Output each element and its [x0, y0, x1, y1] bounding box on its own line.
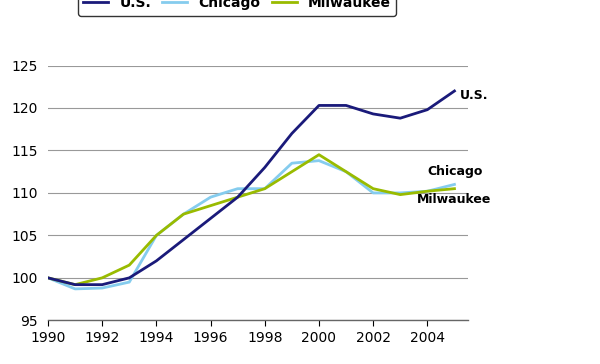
Chicago — [424, 189, 431, 193]
U.S. — [125, 276, 133, 280]
Chicago — [288, 161, 295, 165]
Chicago — [261, 186, 268, 191]
U.S. — [98, 282, 106, 287]
Chicago — [125, 280, 133, 284]
U.S. — [316, 103, 323, 108]
Chicago — [451, 182, 458, 187]
Milwaukee — [288, 170, 295, 174]
Milwaukee — [180, 212, 187, 216]
Chicago — [343, 170, 350, 174]
U.S. — [397, 116, 404, 120]
Milwaukee — [44, 276, 52, 280]
Milwaukee — [125, 263, 133, 267]
Chicago — [71, 287, 79, 291]
Milwaukee — [234, 195, 241, 199]
Milwaukee — [397, 193, 404, 197]
Milwaukee — [343, 170, 350, 174]
U.S. — [207, 216, 214, 221]
Milwaukee — [207, 203, 214, 208]
Milwaukee — [71, 282, 79, 287]
Text: Milwaukee: Milwaukee — [416, 193, 491, 206]
Text: Chicago: Chicago — [427, 165, 483, 178]
Chicago — [234, 186, 241, 191]
Milwaukee — [98, 276, 106, 280]
Chicago — [44, 276, 52, 280]
U.S. — [153, 259, 160, 263]
Chicago — [370, 191, 377, 195]
U.S. — [180, 237, 187, 242]
Milwaukee — [153, 233, 160, 238]
Milwaukee — [316, 153, 323, 157]
U.S. — [424, 107, 431, 112]
U.S. — [370, 112, 377, 116]
Chicago — [153, 233, 160, 238]
Chicago — [316, 158, 323, 163]
Milwaukee — [261, 186, 268, 191]
Legend: U.S., Chicago, Milwaukee: U.S., Chicago, Milwaukee — [78, 0, 396, 16]
Milwaukee — [370, 186, 377, 191]
U.S. — [343, 103, 350, 108]
Chicago — [397, 191, 404, 195]
Chicago — [207, 195, 214, 199]
Milwaukee — [424, 189, 431, 193]
U.S. — [234, 195, 241, 199]
U.S. — [451, 89, 458, 93]
Text: U.S.: U.S. — [460, 89, 488, 102]
Line: U.S.: U.S. — [48, 91, 454, 285]
Line: Chicago: Chicago — [48, 161, 454, 289]
U.S. — [288, 131, 295, 136]
Milwaukee — [451, 186, 458, 191]
U.S. — [261, 165, 268, 170]
Chicago — [98, 286, 106, 290]
U.S. — [44, 276, 52, 280]
Line: Milwaukee: Milwaukee — [48, 155, 454, 285]
U.S. — [71, 282, 79, 287]
Chicago — [180, 212, 187, 216]
